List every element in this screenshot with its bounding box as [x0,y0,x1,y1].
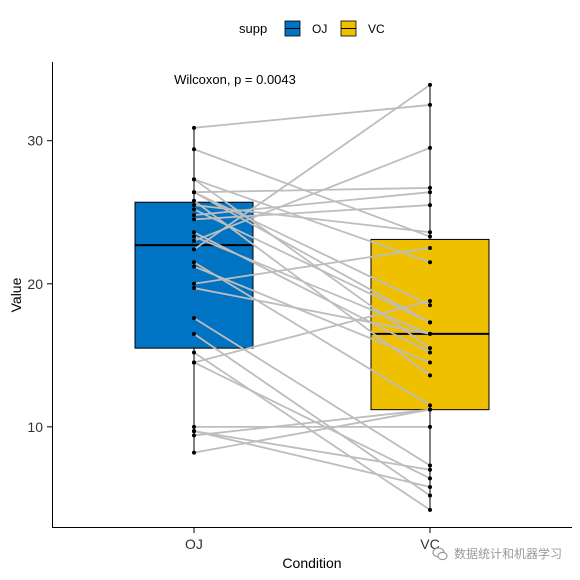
point-oj [192,424,196,429]
paired-line [193,84,431,251]
boxes [134,201,490,411]
point-oj [192,230,196,235]
point-oj [192,203,196,208]
y-axis-title: Value [8,277,24,312]
point-vc [428,463,432,468]
point-vc [428,507,432,512]
point-oj [192,331,196,336]
paired-line [193,191,431,216]
stat-annotation: Wilcoxon, p = 0.0043 [174,72,296,87]
legend-title: supp [239,21,267,36]
paired-line [193,408,431,454]
point-oj [192,234,196,239]
paired-line [193,261,431,407]
point-oj [192,190,196,195]
point-oj [192,350,196,355]
paired-line [193,208,431,324]
point-oj [192,217,196,222]
point-vc [428,145,432,150]
point-vc [428,467,432,472]
point-oj [192,360,196,365]
point-oj [192,286,196,291]
paired-line [193,104,431,129]
legend: supp OJ VC [239,20,385,37]
point-oj [192,433,196,438]
point-vc [428,82,432,87]
legend-label-oj: OJ [312,22,327,36]
data-points [192,82,432,512]
paired-line [193,178,431,264]
point-oj [192,450,196,455]
point-vc [428,407,432,412]
point-vc [428,303,432,308]
point-vc [428,320,432,325]
point-vc [428,403,432,408]
wechat-icon [432,546,448,560]
paired-line [193,333,431,497]
paired-line [193,287,431,335]
point-oj [192,316,196,321]
point-vc [428,260,432,265]
y-tick-label: 20 [27,276,43,292]
point-vc [428,190,432,195]
x-axis-title: Condition [282,555,341,571]
point-vc [428,476,432,481]
box-vc [370,238,490,411]
watermark: 数据统计和机器学习 [432,545,562,562]
point-vc [428,360,432,365]
paired-line [193,187,431,194]
paired-line [193,148,431,238]
point-vc [428,331,432,336]
watermark-text: 数据统计和机器学习 [453,547,562,561]
point-oj [192,247,196,252]
point-oj [192,264,196,269]
whiskers [193,84,431,510]
paired-line [193,361,431,480]
point-oj [192,198,196,203]
point-oj [192,429,196,434]
paired-line [193,300,431,364]
point-oj [192,238,196,243]
point-vc [428,346,432,351]
paired-line [193,178,431,349]
legend-label-vc: VC [368,22,385,36]
point-vc [428,373,432,378]
paired-line [193,317,431,467]
paired-line [193,231,431,354]
point-oj [192,125,196,130]
point-oj [192,147,196,152]
point-vc [428,185,432,190]
paired-line [193,147,431,242]
point-vc [428,246,432,250]
point-oj [192,281,196,286]
paired-line [193,430,431,471]
point-oj [192,213,196,218]
point-vc [428,424,432,429]
y-axis-ticks: 10 20 30 [27,133,52,435]
paired-lines [193,84,431,511]
point-oj [192,177,196,182]
point-vc [428,298,432,303]
x-tick-label: OJ [185,536,203,552]
point-vc [428,230,432,235]
point-vc [428,234,432,239]
y-tick-label: 10 [27,419,43,435]
paired-line [193,265,431,364]
paired-line [193,204,431,221]
paired-line [193,430,431,488]
paired-line [193,191,431,324]
paired-line [193,408,431,437]
point-vc [428,203,432,208]
point-oj [192,207,196,212]
point-vc [428,484,432,489]
paired-line [193,204,431,234]
y-tick-label: 30 [27,133,43,149]
point-vc [428,350,432,355]
point-oj [192,260,196,265]
x-axis-ticks: OJ VC [185,528,440,552]
point-vc [428,493,432,498]
point-vc [428,102,432,107]
